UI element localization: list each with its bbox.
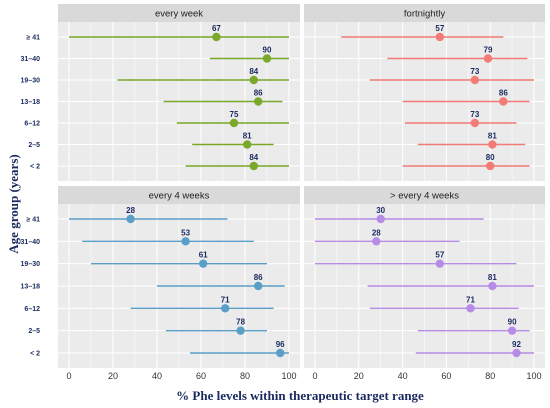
x-tick-label: 0 (66, 371, 71, 381)
data-label: 57 (435, 24, 444, 33)
data-point (199, 259, 208, 268)
data-point (435, 32, 445, 42)
data-point (372, 237, 381, 246)
data-point (488, 281, 497, 291)
data-label: 84 (249, 67, 258, 76)
x-tick-label: 0 (312, 371, 317, 381)
data-point (483, 54, 493, 63)
panel-fortnightly: fortnightly 57 79 73 86 73 81 80 (304, 4, 545, 181)
panel-strip (58, 4, 300, 22)
y-tick-label: < 2 (30, 351, 40, 358)
panel-title: every week (155, 9, 203, 20)
y-tick-label: 2–5 (28, 328, 40, 335)
y-tick-label: ≥ 41 (26, 217, 40, 224)
data-label: 53 (181, 228, 190, 237)
x-tick-label: 20 (108, 371, 118, 381)
x-tick-label: 40 (398, 371, 408, 381)
data-label: 71 (466, 295, 475, 304)
data-label: 81 (243, 132, 252, 141)
x-tick-label: 20 (354, 371, 364, 381)
data-point (466, 304, 475, 313)
data-label: 30 (376, 206, 385, 215)
panel-strip (304, 4, 545, 22)
data-label: 80 (486, 153, 495, 162)
x-tick-label: 100 (281, 371, 296, 381)
data-point (243, 140, 252, 149)
data-label: 84 (249, 153, 258, 162)
data-label: 81 (488, 273, 497, 282)
data-label: 73 (470, 67, 479, 76)
y-tick-label: < 2 (30, 164, 40, 171)
data-label: 86 (254, 89, 263, 98)
data-label: 86 (499, 89, 508, 98)
panel-strip (304, 186, 545, 204)
data-point (262, 54, 272, 63)
data-point (276, 348, 285, 358)
panel-every-week: every week ≥ 41 31–40 19–30 13–18 6–12 2–5 < 2 6… (21, 4, 300, 181)
y-tick-label: 13–18 (21, 284, 41, 291)
x-tick-label: 80 (485, 371, 495, 381)
panels: every week ≥ 41 31–40 19–30 13–18 6–12 2–5 < 2 6… (21, 4, 545, 381)
panel-strip (58, 186, 300, 204)
x-tick-label: 60 (196, 371, 206, 381)
data-label: 92 (512, 340, 521, 349)
data-point (507, 326, 517, 335)
data-label: 71 (221, 295, 230, 304)
data-point (376, 214, 385, 224)
y-tick-label: 31–40 (21, 239, 41, 246)
data-point (126, 214, 135, 224)
y-tick-label: 2–5 (28, 142, 40, 149)
data-label: 96 (276, 340, 285, 349)
data-point (470, 118, 480, 128)
data-point (254, 281, 263, 291)
data-label: 90 (508, 318, 517, 327)
y-tick-label: ≥ 41 (26, 35, 40, 42)
data-point (470, 75, 480, 85)
data-point (181, 237, 190, 246)
y-tick-label: 31–40 (21, 56, 41, 63)
data-point (435, 259, 445, 268)
y-tick-label: 19–30 (21, 78, 41, 85)
y-tick-label: 19–30 (21, 261, 41, 268)
data-label: 78 (236, 318, 245, 327)
data-label: 90 (263, 46, 272, 55)
data-label: 75 (230, 110, 239, 119)
x-axis-label: % Phe levels within therapeutic target r… (176, 388, 424, 403)
panel-title: > every 4 weeks (390, 191, 459, 202)
data-label: 61 (199, 251, 208, 260)
data-label: 73 (470, 110, 479, 119)
x-tick-label: 100 (526, 371, 541, 381)
data-point (221, 304, 230, 313)
panel-title: fortnightly (404, 9, 445, 20)
data-point (249, 161, 258, 171)
panel-title: every 4 weeks (149, 191, 210, 202)
x-tick-label: 40 (152, 371, 162, 381)
data-point (254, 97, 263, 106)
panel-every-4-weeks: every 4 weeks ≥ 41 31–40 19–30 13–18 6–12 2–5 <… (21, 186, 300, 381)
data-point (236, 326, 245, 335)
data-point (229, 118, 239, 128)
y-tick-label: 6–12 (24, 306, 40, 313)
data-point (486, 161, 495, 171)
data-label: 86 (254, 273, 263, 282)
data-label: 81 (488, 132, 497, 141)
data-point (488, 140, 497, 149)
data-point (512, 348, 521, 358)
data-label: 79 (484, 46, 493, 55)
x-tick-label: 80 (240, 371, 250, 381)
data-label: 28 (126, 206, 135, 215)
data-label: 57 (435, 251, 444, 260)
x-tick-label: 60 (441, 371, 451, 381)
y-axis-label: Age group (years) (6, 154, 21, 253)
data-label: 28 (372, 228, 381, 237)
y-tick-label: 13–18 (21, 99, 41, 106)
data-point (212, 32, 221, 42)
y-tick-label: 6–12 (24, 121, 40, 128)
panel--every-4-weeks: > every 4 weeks 0 20 40 60 80 100 30 28 57 81 71 90 9… (304, 186, 545, 381)
data-point (499, 97, 508, 106)
data-point (249, 75, 258, 85)
data-label: 67 (212, 24, 221, 33)
